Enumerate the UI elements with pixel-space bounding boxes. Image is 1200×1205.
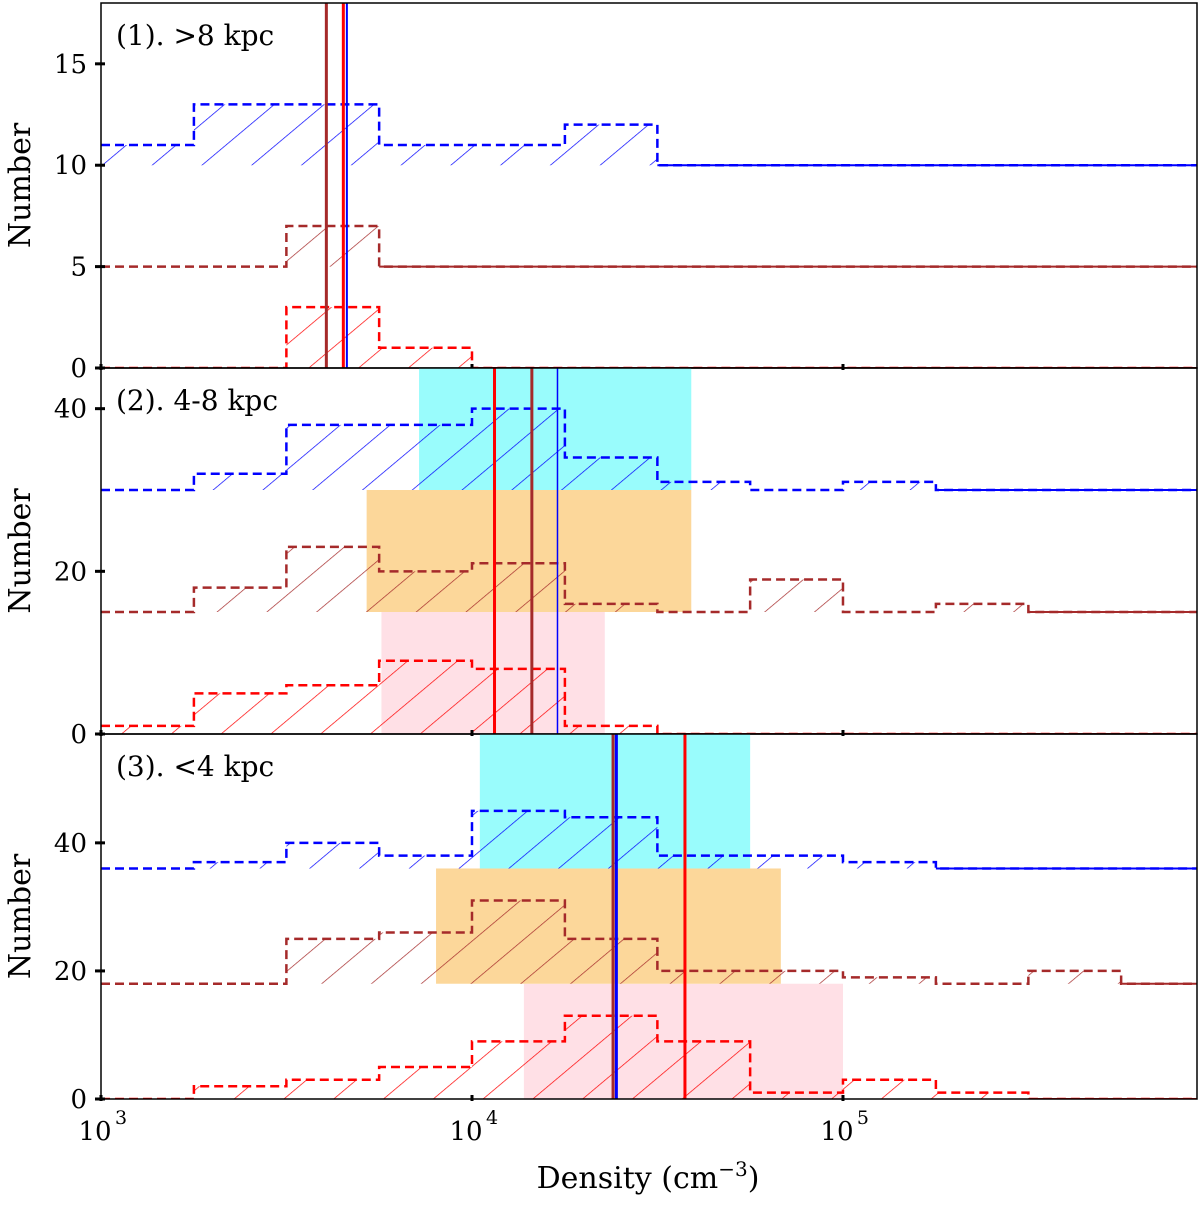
- panels-layer: 0 5 10 15 Number (1). >8 kpc 0 20 40 Number (2). 4…: [3, 2, 1198, 1115]
- histogram-hatch-b: [286, 900, 1122, 984]
- panel-frame: [100, 733, 1198, 1100]
- y-axis-label: Number: [3, 122, 38, 248]
- x-tick-label-exponent: 4: [486, 1107, 498, 1129]
- histogram-outline-c: [101, 407, 1197, 492]
- panel-label: (2). 4-8 kpc: [116, 384, 278, 417]
- panel-3: 0 20 40 Number (3). <4 kpc: [3, 733, 1198, 1115]
- y-tick-label: 0: [70, 354, 87, 384]
- histogram-hatch-a: [193, 1015, 1029, 1099]
- histogram-hatch-b: [193, 546, 1029, 612]
- histogram-outline-b: [101, 899, 1197, 985]
- panel-label: (1). >8 kpc: [116, 19, 274, 52]
- histogram-outline-a: [101, 659, 1197, 734]
- panel-1: 0 5 10 15 Number (1). >8 kpc: [3, 2, 1198, 384]
- histogram-hatch-c: [193, 408, 936, 490]
- y-tick-label: 20: [54, 957, 87, 987]
- histogram-hatch-c: [193, 810, 936, 869]
- panel-label: (3). <4 kpc: [116, 750, 274, 783]
- plot-area: [101, 368, 1197, 734]
- histogram-hatch-b: [286, 226, 380, 267]
- y-tick-label: 10: [54, 151, 87, 181]
- histogram-hatch-c: [101, 104, 658, 166]
- histogram-outline-c: [101, 103, 1197, 167]
- x-axis-label: Density (cm−3): [537, 1157, 760, 1196]
- y-tick-label: 15: [54, 50, 87, 80]
- histogram-outline-b: [101, 545, 1197, 614]
- histogram-outline-c: [101, 809, 1197, 870]
- y-axis-label: Number: [3, 853, 38, 979]
- plot-area: [101, 3, 1197, 368]
- y-tick-label: 0: [70, 720, 87, 750]
- x-tick-label: 10: [820, 1117, 853, 1147]
- x-tick-label-exponent: 3: [115, 1107, 127, 1129]
- panel-2: 0 20 40 Number (2). 4-8 kpc: [3, 367, 1198, 750]
- y-axis-label: Number: [3, 488, 38, 614]
- y-tick-label: 5: [70, 253, 87, 283]
- panel-frame: [100, 2, 1198, 369]
- plot-area: [101, 734, 1197, 1099]
- x-tick-label-exponent: 5: [857, 1107, 869, 1129]
- histogram-outline-b: [101, 224, 1197, 268]
- y-tick-label: 40: [54, 829, 87, 859]
- histogram-hatch-a: [286, 307, 472, 368]
- x-tick-label: 10: [449, 1117, 482, 1147]
- y-tick-label: 0: [70, 1085, 87, 1115]
- y-tick-label: 40: [54, 395, 87, 425]
- histogram-outline-a: [101, 1014, 1197, 1099]
- histogram-hatch-a: [101, 660, 658, 734]
- x-tick-label: 10: [78, 1117, 111, 1147]
- histogram-outline-a: [101, 305, 1197, 368]
- y-tick-label: 20: [54, 557, 87, 587]
